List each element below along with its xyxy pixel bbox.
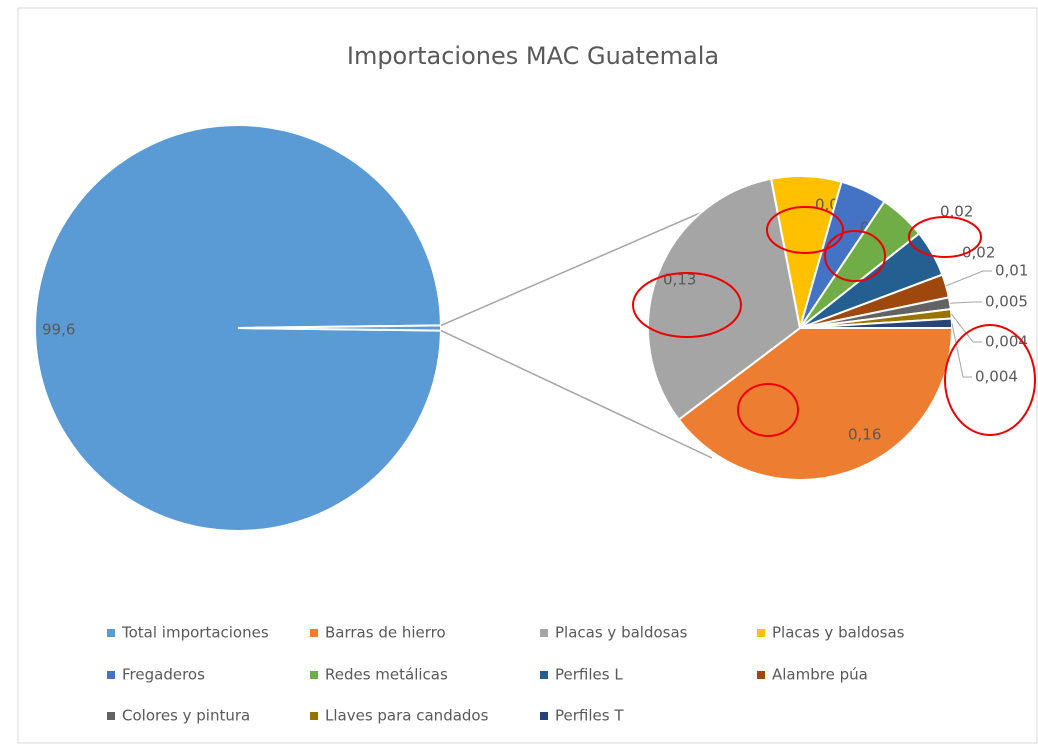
red-circle bbox=[908, 216, 982, 258]
red-circle bbox=[737, 383, 799, 437]
legend-label: Perfiles L bbox=[555, 666, 623, 684]
legend-label: Llaves para candados bbox=[325, 707, 489, 725]
legend-label: Barras de hierro bbox=[325, 624, 446, 642]
legend-swatch bbox=[310, 629, 318, 637]
pie-slice bbox=[34, 124, 442, 532]
legend-swatch bbox=[757, 629, 765, 637]
legend-swatch bbox=[107, 671, 115, 679]
pie-slice bbox=[677, 327, 954, 481]
legend-swatch bbox=[310, 712, 318, 720]
legend-swatch bbox=[540, 629, 548, 637]
connector-line bbox=[440, 329, 713, 459]
legend-label: Fregaderos bbox=[122, 666, 205, 684]
legend-swatch bbox=[107, 712, 115, 720]
data-label: 99,6 bbox=[42, 321, 75, 339]
red-circle bbox=[632, 272, 742, 338]
pies: 99,60,160,130,030,020,020,020,010,0050,0… bbox=[34, 124, 1028, 532]
red-circle bbox=[824, 230, 886, 282]
legend-label: Alambre púa bbox=[772, 666, 868, 684]
data-label: 0,02 bbox=[940, 203, 973, 221]
legend-swatch bbox=[540, 712, 548, 720]
data-label: 0,01 bbox=[995, 262, 1028, 280]
data-label: 0,02 bbox=[962, 244, 995, 262]
annotations bbox=[632, 206, 1036, 437]
legend-swatch bbox=[107, 629, 115, 637]
leader-line bbox=[949, 301, 982, 304]
chart-title: Importaciones MAC Guatemala bbox=[347, 42, 719, 70]
legend-swatch bbox=[310, 671, 318, 679]
leader-line bbox=[950, 313, 982, 343]
red-circle bbox=[944, 324, 1036, 436]
data-label: 0,005 bbox=[985, 293, 1028, 311]
red-circle bbox=[766, 206, 844, 254]
data-label: 0,16 bbox=[848, 426, 881, 444]
legend-label: Placas y baldosas bbox=[772, 624, 905, 642]
legend-swatch bbox=[757, 671, 765, 679]
pie-slice bbox=[647, 177, 802, 422]
data-label: 0,004 bbox=[975, 368, 1018, 386]
legend-label: Colores y pintura bbox=[122, 707, 250, 725]
leader-line bbox=[945, 270, 992, 287]
legend-label: Total importaciones bbox=[121, 624, 269, 642]
legend-swatch bbox=[540, 671, 548, 679]
leader-line bbox=[951, 323, 972, 378]
legend-label: Perfiles T bbox=[555, 707, 624, 725]
legend-label: Placas y baldosas bbox=[555, 624, 688, 642]
pie-slice-other bbox=[237, 324, 443, 332]
legend-label: Redes metálicas bbox=[325, 666, 448, 684]
